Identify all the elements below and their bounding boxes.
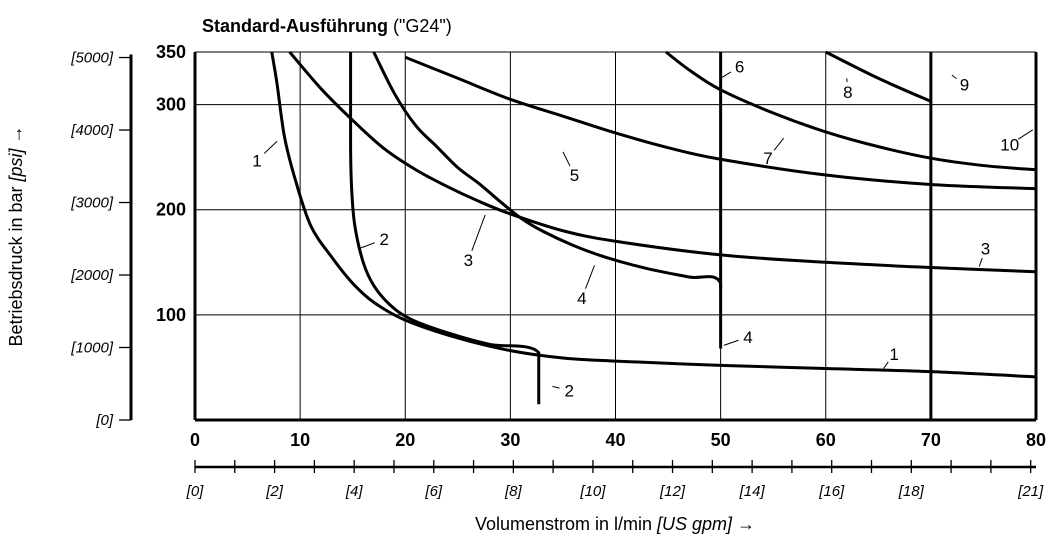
x2-tick-label: [8]: [504, 483, 523, 500]
chart-title-suffix: ("G24"): [388, 16, 452, 36]
curve-label-leader: [883, 361, 889, 369]
series-line-3: [288, 51, 1037, 274]
series-line-7: [665, 50, 1037, 172]
y2-tick-label: [3000]: [70, 195, 114, 212]
curve-label: 9: [960, 76, 969, 95]
curve-label: 4: [743, 328, 752, 347]
curve-label-leader: [552, 385, 560, 389]
y-axis-title-text: Betriebsdruck in bar: [6, 181, 26, 346]
chart-title: Standard-Ausführung ("G24"): [202, 16, 452, 37]
x2-tick-label: [10]: [579, 483, 606, 500]
curve-label-leader: [585, 265, 595, 289]
y-tick-label: 350: [156, 42, 186, 62]
curve-label-leader: [471, 214, 486, 251]
x2-tick-label: [6]: [424, 483, 443, 500]
x-tick-label: 0: [190, 430, 200, 450]
curve-label-leader: [951, 74, 957, 79]
y2-tick-label: [1000]: [70, 340, 114, 357]
x2-tick-label: [4]: [345, 483, 364, 500]
x2-tick-label: [12]: [659, 483, 686, 500]
series-line-5: [404, 55, 1037, 191]
x-tick-label: 20: [395, 430, 415, 450]
curve-label: 8: [843, 83, 852, 102]
x-tick-label: 60: [816, 430, 836, 450]
x-axis-title-unit: [US gpm]: [656, 514, 733, 534]
series-line-4: [372, 51, 723, 349]
curve-label-leader: [263, 141, 278, 154]
x2-tick-label: [18]: [898, 483, 925, 500]
x-axis-title: Volumenstrom in l/min [US gpm] →: [475, 514, 755, 534]
curve-label: 2: [565, 382, 574, 401]
y-tick-label: 300: [156, 95, 186, 115]
curve-label-leader: [562, 151, 571, 167]
curve-label: 1: [252, 151, 261, 170]
curve-label: 4: [577, 289, 586, 308]
curve-label: 3: [464, 251, 473, 270]
curve-label-leader: [978, 257, 983, 267]
x-tick-label: 40: [605, 430, 625, 450]
curve-label-leader: [358, 242, 376, 250]
y-axis-title-unit: [psi]: [6, 147, 26, 182]
y2-tick-label: [4000]: [70, 122, 114, 139]
curve-label: 7: [763, 149, 772, 168]
curve-label-leader: [720, 71, 732, 79]
series-line-1: [270, 51, 1037, 379]
y-tick-label: 200: [156, 200, 186, 220]
series-line-2: [349, 52, 541, 405]
y2-tick-label: [0]: [95, 412, 114, 429]
curve-label: 5: [570, 166, 579, 185]
curve-label: 10: [1000, 136, 1019, 155]
x2-tick-label: [21]: [1017, 483, 1044, 500]
x2-tick-label: [2]: [265, 483, 284, 500]
y-axis-title-arrow: →: [6, 125, 26, 148]
x-axis-title-text: Volumenstrom in l/min: [475, 514, 657, 534]
x-tick-label: 80: [1026, 430, 1046, 450]
chart-title-bold: Standard-Ausführung: [202, 16, 388, 36]
x-tick-label: 70: [921, 430, 941, 450]
y2-tick-label: [5000]: [70, 50, 114, 67]
y-axis-title: Betriebsdruck in bar [psi] →: [6, 125, 26, 346]
curve-label: 3: [981, 240, 990, 259]
curve-label-leader: [773, 137, 785, 151]
curve-label: 6: [735, 58, 744, 77]
x-axis-title-arrow: →: [732, 514, 755, 534]
x2-tick-label: [16]: [818, 483, 845, 500]
x-tick-label: 50: [711, 430, 731, 450]
y2-tick-label: [2000]: [70, 267, 114, 284]
x2-tick-label: [14]: [739, 483, 766, 500]
x-tick-label: 30: [500, 430, 520, 450]
curve-label-leader: [1017, 129, 1034, 140]
y-tick-label: 100: [156, 305, 186, 325]
x-tick-label: 10: [290, 430, 310, 450]
series-line-8: [825, 50, 932, 103]
curve-label: 2: [379, 230, 388, 249]
curve-label: 1: [889, 345, 898, 364]
x2-tick-label: [0]: [186, 483, 205, 500]
curve-label-leader: [723, 339, 739, 346]
